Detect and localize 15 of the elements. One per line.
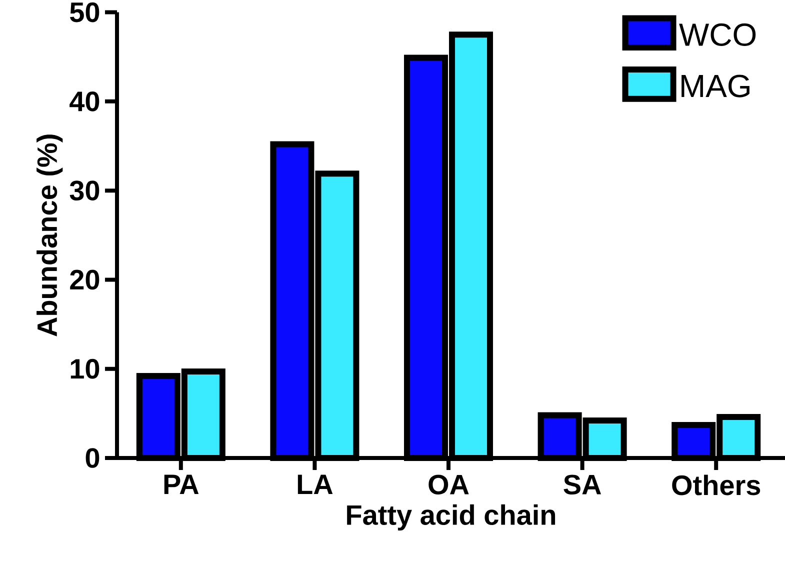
x-tick-label: Others xyxy=(672,474,760,496)
x-tick-label: SA xyxy=(564,474,602,495)
x-axis-title: Fatty acid chain xyxy=(347,504,556,531)
legend-label: MAG xyxy=(682,74,750,98)
y-tick-label: 50 xyxy=(70,2,100,22)
y-tick-label: 20 xyxy=(70,270,100,290)
y-axis-title: Abundance (%) xyxy=(36,134,63,336)
x-tick-label: PA xyxy=(164,474,199,494)
y-tick-label: 10 xyxy=(70,358,100,379)
y-tick-label: 0 xyxy=(86,448,100,468)
x-tick-label: LA xyxy=(298,474,333,494)
legend-label: WCO xyxy=(679,23,756,46)
x-tick-label: OA xyxy=(428,474,469,495)
y-tick-label: 40 xyxy=(70,92,100,112)
y-tick-label: 30 xyxy=(70,180,100,200)
